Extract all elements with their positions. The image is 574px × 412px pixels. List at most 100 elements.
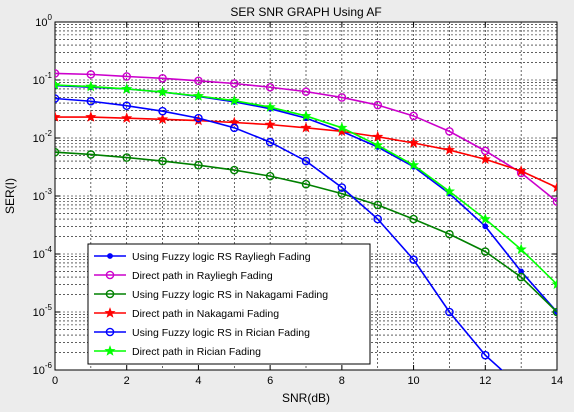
data-point xyxy=(264,101,276,112)
data-point xyxy=(552,307,557,317)
series-clip-group xyxy=(55,69,557,391)
data-point xyxy=(55,147,60,157)
x-tick-label: 0 xyxy=(52,375,58,387)
data-point xyxy=(551,181,557,193)
x-tick-label: 8 xyxy=(339,375,345,387)
data-point xyxy=(373,214,383,224)
data-point xyxy=(408,137,420,148)
legend-label: Using Fuzzy logic RS Rayliegh Fading xyxy=(132,251,311,263)
legend-marker xyxy=(105,270,115,280)
data-point xyxy=(158,73,167,83)
data-point xyxy=(515,165,527,176)
data-point xyxy=(55,94,60,103)
data-point xyxy=(229,165,239,175)
data-point xyxy=(265,82,275,92)
legend-marker xyxy=(107,253,113,259)
data-point xyxy=(445,127,454,136)
x-axis-label: SNR(dB) xyxy=(282,391,330,405)
y-tick-label: 10-3 xyxy=(33,187,53,203)
data-point xyxy=(480,247,490,256)
data-point xyxy=(86,96,96,106)
data-point xyxy=(337,93,347,102)
legend-marker xyxy=(104,345,116,356)
data-point xyxy=(194,76,203,86)
data-point xyxy=(373,100,383,110)
data-point xyxy=(121,83,133,94)
y-tick-label: 10-1 xyxy=(33,71,53,87)
data-point xyxy=(551,278,557,290)
data-point xyxy=(301,179,311,189)
series-line xyxy=(55,97,503,370)
data-point xyxy=(373,200,383,210)
series-lines xyxy=(55,69,557,391)
legend-box xyxy=(87,243,371,365)
y-tick-label: 10-4 xyxy=(33,245,53,261)
x-tick-label: 6 xyxy=(267,375,273,387)
data-point xyxy=(301,156,311,166)
data-point xyxy=(121,112,133,123)
data-point xyxy=(265,137,275,147)
y-axis-label: SER(I) xyxy=(3,178,17,214)
data-point xyxy=(552,197,557,206)
data-point xyxy=(85,80,97,92)
data-point xyxy=(443,144,455,155)
data-point xyxy=(337,183,347,192)
data-point xyxy=(518,384,525,391)
data-point xyxy=(300,110,312,121)
data-point xyxy=(408,159,420,170)
data-point xyxy=(300,121,312,133)
data-point xyxy=(192,90,204,101)
data-point xyxy=(157,86,169,97)
x-tick-label: 14 xyxy=(551,375,563,387)
data-point xyxy=(443,185,455,197)
series-4 xyxy=(55,111,557,193)
data-point xyxy=(337,189,347,198)
legend-label: Using Fuzzy logic RS in Rician Fading xyxy=(132,327,310,339)
data-point xyxy=(228,94,240,106)
data-point xyxy=(336,121,348,133)
series-line xyxy=(55,72,557,203)
data-point xyxy=(194,113,203,123)
legend-marker xyxy=(105,289,115,299)
series-5 xyxy=(55,94,525,391)
y-tick-label: 100 xyxy=(35,13,52,29)
y-tick-label: 10-2 xyxy=(33,129,53,145)
series-6 xyxy=(55,79,557,290)
data-point xyxy=(479,213,491,224)
data-point xyxy=(194,160,203,170)
data-point xyxy=(158,106,167,116)
y-tick-label: 10-6 xyxy=(33,361,53,377)
series-3 xyxy=(55,147,557,317)
legend-label: Direct path in Rayliegh Fading xyxy=(132,270,273,282)
data-point xyxy=(516,272,526,282)
legend-marker xyxy=(104,307,116,318)
legend: Using Fuzzy logic RS Rayliegh Fading Dire… xyxy=(87,243,371,365)
axes: 0 2 4 6 8 10 12 14 100 10-1 10-2 10-3 10-4 10-5 10-6 xyxy=(33,13,564,387)
data-point xyxy=(122,72,132,81)
data-point xyxy=(515,243,527,255)
data-point xyxy=(85,111,97,122)
data-point xyxy=(55,111,61,122)
data-point xyxy=(122,153,132,162)
data-point xyxy=(372,130,384,142)
legend-marker xyxy=(105,327,115,337)
x-tick-label: 10 xyxy=(407,375,419,387)
data-point xyxy=(372,139,384,150)
data-point xyxy=(264,118,276,130)
x-tick-label: 4 xyxy=(195,375,201,387)
data-point xyxy=(122,101,132,111)
legend-label: Using Fuzzy logic RS in Nakagami Fading xyxy=(132,289,328,301)
data-point xyxy=(479,153,491,164)
data-point xyxy=(158,156,167,166)
legend-label: Direct path in Rician Fading xyxy=(132,346,261,358)
y-tick-label: 10-5 xyxy=(33,303,53,319)
x-tick-label: 12 xyxy=(479,375,491,387)
data-point xyxy=(265,171,275,181)
data-point xyxy=(482,223,489,230)
data-point xyxy=(55,79,61,90)
x-tick-label: 2 xyxy=(124,375,130,387)
data-point xyxy=(445,229,454,239)
data-point xyxy=(409,214,418,224)
